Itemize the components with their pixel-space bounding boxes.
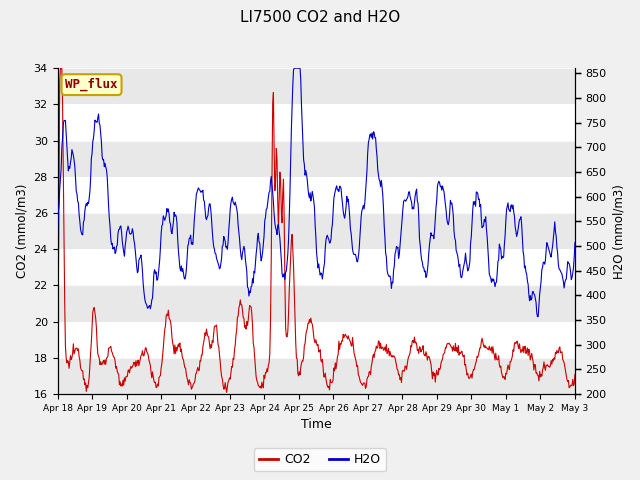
Bar	[58, 105, 575, 141]
Y-axis label: CO2 (mmol/m3): CO2 (mmol/m3)	[15, 184, 28, 278]
Bar	[58, 358, 575, 394]
Bar	[58, 286, 575, 322]
Text: LI7500 CO2 and H2O: LI7500 CO2 and H2O	[240, 10, 400, 24]
Bar	[58, 68, 575, 105]
Bar	[58, 141, 575, 177]
Bar	[58, 213, 575, 249]
X-axis label: Time: Time	[301, 419, 332, 432]
Bar	[58, 177, 575, 213]
Y-axis label: H2O (mmol/m3): H2O (mmol/m3)	[612, 184, 625, 278]
Text: WP_flux: WP_flux	[65, 78, 118, 91]
Bar	[58, 249, 575, 286]
Bar	[58, 322, 575, 358]
Legend: CO2, H2O: CO2, H2O	[254, 448, 386, 471]
